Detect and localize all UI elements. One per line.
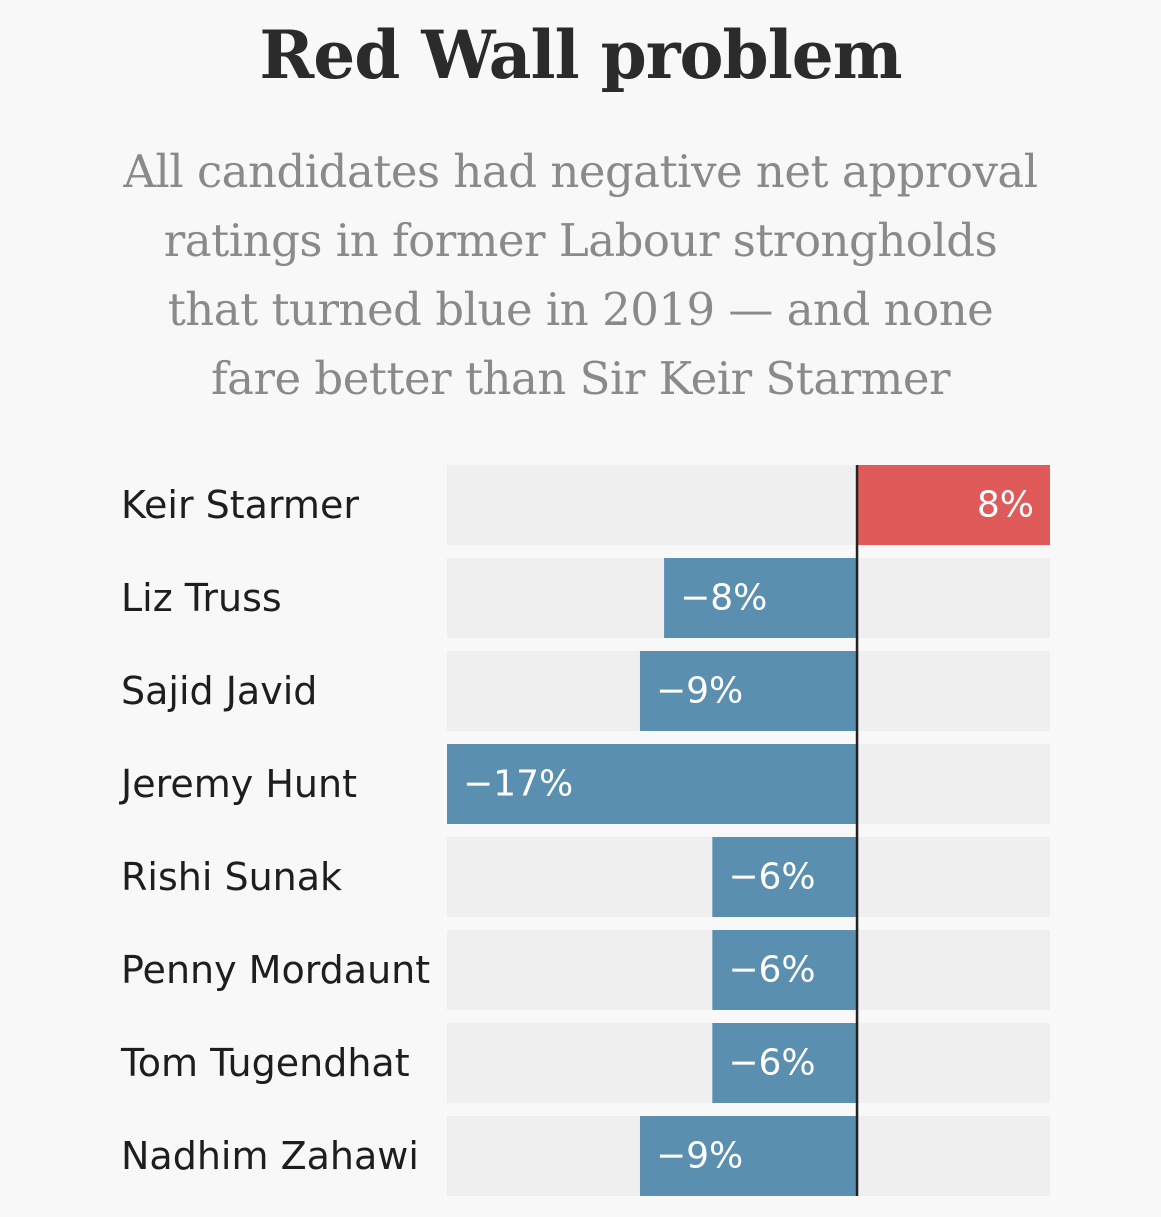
data-label: −6% bbox=[728, 950, 815, 991]
bar-negative bbox=[712, 930, 858, 1010]
row-label: Sajid Javid bbox=[121, 669, 317, 713]
data-label: −6% bbox=[728, 1043, 815, 1084]
chart-subtitle: All candidates had negative net approval… bbox=[123, 145, 1038, 405]
bar-negative bbox=[639, 1116, 858, 1196]
chart-title: Red Wall problem bbox=[259, 16, 902, 94]
data-label: −6% bbox=[728, 857, 815, 898]
bar-negative bbox=[664, 558, 858, 638]
data-label: −9% bbox=[656, 1136, 743, 1177]
bar-negative bbox=[712, 1023, 858, 1103]
data-label: 8% bbox=[977, 485, 1034, 526]
bar-negative bbox=[712, 837, 858, 917]
row-label: Tom Tugendhat bbox=[120, 1041, 410, 1085]
row-label: Jeremy Hunt bbox=[119, 762, 357, 806]
row-label: Nadhim Zahawi bbox=[121, 1134, 419, 1178]
row-label: Liz Truss bbox=[121, 576, 282, 620]
row-label: Penny Mordaunt bbox=[121, 948, 430, 992]
data-label: −8% bbox=[680, 578, 767, 619]
bar-positive bbox=[857, 465, 1050, 545]
bar-negative bbox=[639, 651, 858, 731]
bar-negative bbox=[447, 744, 858, 824]
row-label: Keir Starmer bbox=[121, 483, 359, 527]
data-label: −17% bbox=[463, 764, 573, 805]
row-label: Rishi Sunak bbox=[121, 855, 342, 899]
data-label: −9% bbox=[656, 671, 743, 712]
